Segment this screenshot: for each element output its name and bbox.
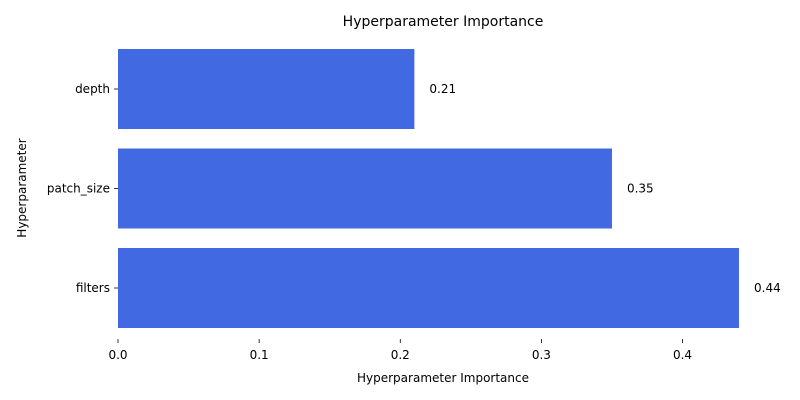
y-tick-label: filters: [76, 281, 110, 295]
x-tick-label: 0.4: [673, 348, 692, 362]
x-tick-label: 0.1: [250, 348, 269, 362]
x-axis: 0.0 0.1 0.2 0.3 0.4: [108, 339, 692, 362]
x-tick-label: 0.0: [108, 348, 127, 362]
y-tick-label: patch_size: [47, 182, 110, 196]
data-label: 0.44: [754, 281, 781, 295]
x-tick-label: 0.3: [532, 348, 551, 362]
data-labels: 0.21 0.35 0.44: [429, 82, 780, 295]
bar-patch_size: [118, 148, 612, 229]
x-axis-label: Hyperparameter Importance: [357, 371, 529, 385]
bar-depth: [118, 49, 415, 129]
data-label: 0.35: [627, 182, 654, 196]
bars-group: [118, 49, 739, 328]
data-label: 0.21: [429, 82, 456, 96]
x-tick-label: 0.2: [391, 348, 410, 362]
chart-title: Hyperparameter Importance: [343, 14, 544, 30]
bar-filters: [118, 248, 739, 328]
y-tick-label: depth: [75, 82, 110, 96]
y-axis-label: Hyperparameter: [15, 138, 29, 237]
